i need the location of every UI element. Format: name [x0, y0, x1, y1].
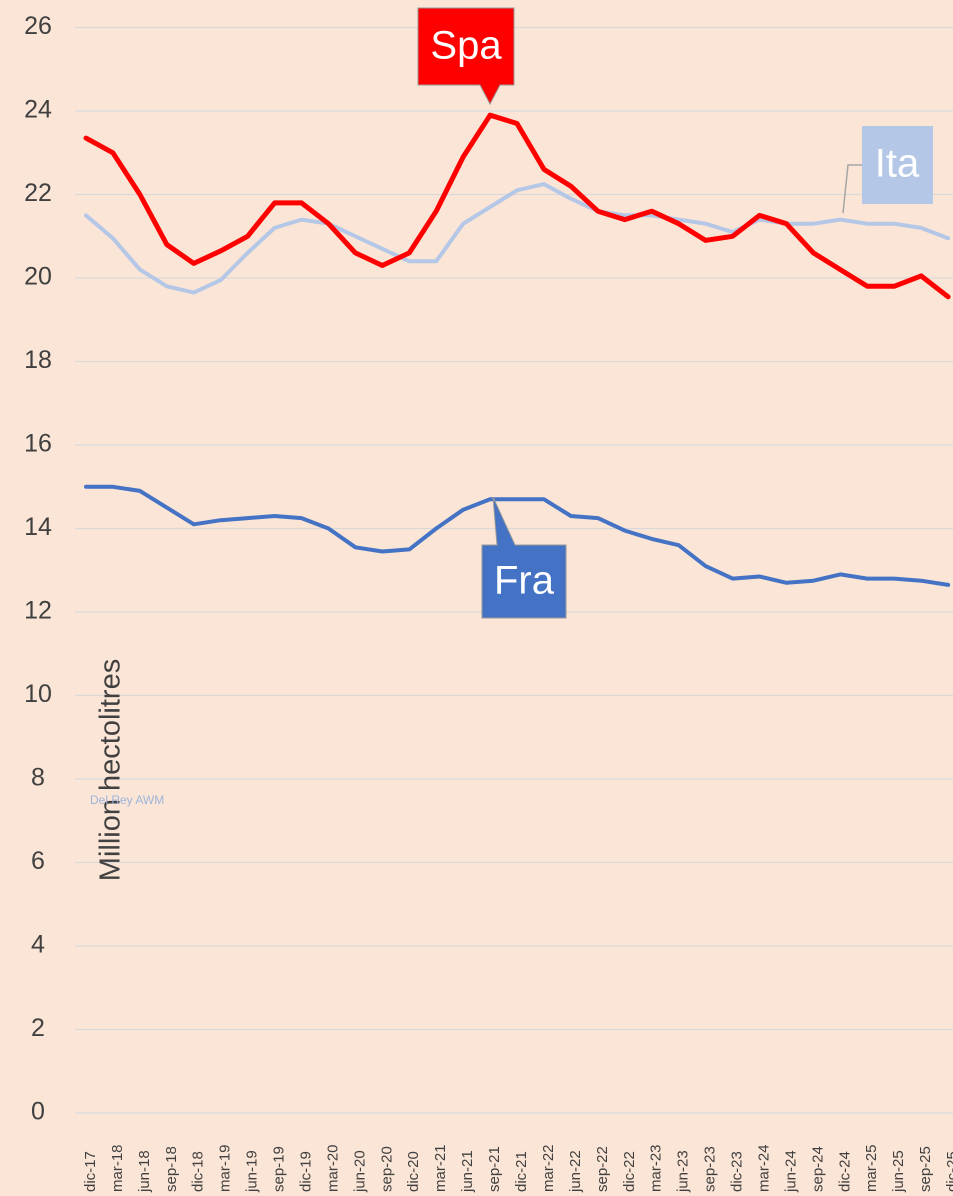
x-tick-label: dic-24	[836, 1151, 853, 1192]
x-tick-label: dic-22	[621, 1151, 638, 1192]
x-tick-label: mar-21	[432, 1144, 449, 1192]
y-tick-label: 2	[31, 1014, 45, 1042]
x-tick-label: jun-18	[136, 1150, 153, 1193]
callout-line	[842, 164, 862, 214]
callout-label: Ita	[875, 142, 920, 186]
x-tick-label: sep-21	[486, 1146, 503, 1192]
series-line	[84, 182, 951, 295]
y-tick-label: 14	[24, 513, 52, 541]
x-tick-label: sep-24	[809, 1146, 826, 1192]
x-tick-label: dic-25	[944, 1151, 953, 1192]
x-tick-label: sep-18	[163, 1146, 180, 1192]
x-tick-label: sep-22	[594, 1146, 611, 1192]
x-tick-label: sep-23	[702, 1146, 719, 1192]
y-tick-label: 10	[24, 680, 52, 708]
y-tick-label: 0	[31, 1098, 45, 1126]
y-tick-label: 24	[24, 96, 52, 124]
x-tick-label: sep-20	[378, 1146, 395, 1192]
x-tick-label: sep-25	[917, 1146, 934, 1192]
y-tick-label: 18	[24, 346, 52, 374]
y-tick-label: 6	[31, 847, 45, 875]
x-tick-label: jun-19	[244, 1150, 261, 1193]
callout-box	[417, 7, 515, 106]
callout-label: Fra	[494, 559, 555, 603]
series-line	[84, 484, 951, 587]
callout-box	[862, 126, 933, 204]
x-tick-label: dic-20	[405, 1151, 422, 1192]
x-tick-label: mar-25	[863, 1144, 880, 1192]
lines	[83, 112, 951, 587]
x-tick-label: mar-23	[648, 1144, 665, 1192]
x-tick-label: jun-23	[675, 1150, 692, 1193]
callout-label: Spa	[430, 24, 502, 68]
x-tick-label: mar-24	[755, 1144, 772, 1192]
y-tick-label: 20	[24, 263, 52, 291]
y-axis-label: Million hectolitres	[95, 659, 127, 881]
callout-box	[481, 496, 567, 619]
y-tick-label: 26	[24, 12, 52, 40]
callout-spa: Spa	[417, 7, 515, 106]
x-tick-label: jun-22	[567, 1150, 584, 1193]
callout-ita: Ita	[842, 126, 933, 214]
series-line	[83, 112, 951, 300]
x-tick-label: mar-18	[109, 1144, 126, 1192]
x-tick-label: jun-24	[782, 1150, 799, 1193]
y-tick-label: 22	[24, 179, 52, 207]
x-tick-label: jun-21	[459, 1150, 476, 1193]
x-tick-label: mar-22	[540, 1144, 557, 1192]
x-tick-label: jun-20	[351, 1150, 368, 1193]
y-tick-label: 16	[24, 430, 52, 458]
y-tick-label: 8	[31, 764, 45, 792]
callout-fra: Fra	[481, 496, 567, 619]
y-tick-label: 12	[24, 597, 52, 625]
source: Del Rey AWM	[90, 793, 164, 807]
x-tick-label: dic-21	[513, 1151, 530, 1192]
x-tick-label: sep-19	[271, 1146, 288, 1192]
x-tick-label: dic-23	[729, 1151, 746, 1192]
x-tick-label: mar-19	[217, 1144, 234, 1192]
x-tick-label: jun-25	[890, 1150, 907, 1193]
x-tick-label: mar-20	[324, 1144, 341, 1192]
x-tick-label: dic-18	[190, 1151, 207, 1192]
x-tick-label: dic-17	[82, 1151, 99, 1192]
x-tick-label: dic-19	[297, 1151, 314, 1192]
y-tick-label: 4	[31, 931, 45, 959]
